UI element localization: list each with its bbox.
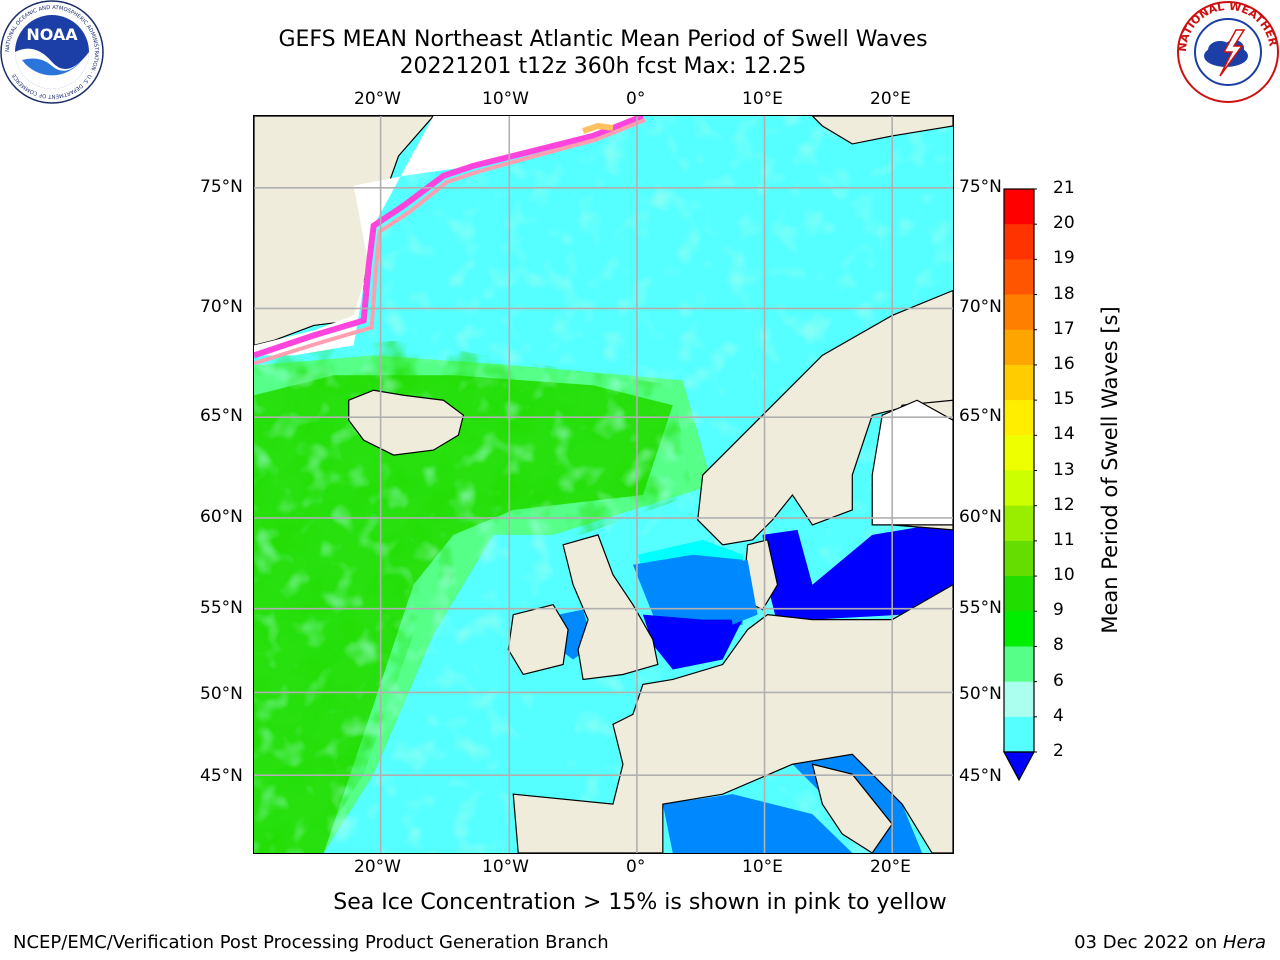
colorbar-label: 9 <box>1053 600 1064 621</box>
date-text: 03 Dec 2022 on Hera <box>1074 932 1266 953</box>
colorbar-segment <box>1004 646 1034 683</box>
lon-label-bottom-10w: 10°W <box>482 857 529 877</box>
lon-label-top-20w: 20°W <box>354 89 401 109</box>
lat-label-right-70n: 70°N <box>959 297 1002 317</box>
colorbar-segment <box>1004 540 1034 577</box>
sea-ice-note: Sea Ice Concentration > 15% is shown in … <box>0 890 1280 915</box>
colorbar-segment <box>1004 435 1034 471</box>
colorbar-label: 6 <box>1053 670 1064 691</box>
sea-ice-edge <box>254 116 644 359</box>
colorbar-segment <box>1004 505 1034 542</box>
lat-label-right-75n: 75°N <box>959 177 1002 197</box>
colorbar-label: 11 <box>1053 529 1075 550</box>
graticule <box>254 116 953 853</box>
colorbar-label: 12 <box>1053 494 1075 515</box>
colorbar-label: 20 <box>1053 213 1075 234</box>
colorbar-label: 4 <box>1053 705 1064 726</box>
sea-ice-note-text: Sea Ice Concentration > 15% is shown in … <box>333 890 947 915</box>
lon-label-bottom-0: 0° <box>626 857 646 877</box>
sea-ice-edge-yellow <box>582 122 614 134</box>
colorbar-label: 13 <box>1053 459 1075 480</box>
map-panel <box>253 115 954 854</box>
colorbar-segment <box>1004 400 1034 436</box>
lon-label-top-10e: 10°E <box>742 89 783 109</box>
colorbar-segment <box>1004 576 1034 612</box>
colorbar-label: 10 <box>1053 565 1075 586</box>
colorbar-label: 14 <box>1053 424 1075 445</box>
mediterranean <box>662 794 853 853</box>
colorbar-segment <box>1004 294 1034 331</box>
sea-ice-white <box>254 116 643 356</box>
colorbar-label: 18 <box>1053 283 1075 304</box>
colorbar-label: 16 <box>1053 353 1075 374</box>
colorbar <box>1002 188 1037 782</box>
colorbar-segment <box>1004 364 1034 401</box>
lat-label-left-50n: 50°N <box>200 684 243 704</box>
great-britain <box>562 534 659 681</box>
colorbar-segment <box>1004 259 1034 296</box>
nws-logo: NATIONAL WEATHER SERVICE <box>1176 0 1280 103</box>
noaa-logo: NOAA NATIONAL OCEANIC AND ATMOSPHERIC AD… <box>0 0 104 104</box>
lat-label-left-70n: 70°N <box>200 297 243 317</box>
lat-label-left-75n: 75°N <box>200 177 243 197</box>
lon-label-top-20e: 20°E <box>870 89 911 109</box>
colorbar-title: Mean Period of Swell Waves [s] <box>1098 306 1122 634</box>
colorbar-label: 8 <box>1053 635 1064 656</box>
colorbar-segment <box>1004 716 1034 753</box>
lon-label-bottom-20w: 20°W <box>354 857 401 877</box>
lat-label-right-55n: 55°N <box>959 598 1002 618</box>
italy <box>811 763 893 853</box>
colorbar-label: 21 <box>1053 178 1075 198</box>
continental-europe <box>512 584 953 853</box>
colorbar-segment <box>1004 470 1034 507</box>
sea-ice-edge-outer <box>254 118 646 366</box>
colorbar-segment <box>1004 189 1034 225</box>
colorbar-segment <box>1004 329 1034 366</box>
lat-label-left-60n: 60°N <box>200 507 243 527</box>
colorbar-segment <box>1004 224 1034 260</box>
lon-label-top-10w: 10°W <box>482 89 529 109</box>
colorbar-label: 2 <box>1053 741 1064 761</box>
colorbar-segment <box>1004 611 1034 647</box>
lat-label-right-65n: 65°N <box>959 406 1002 426</box>
lat-label-left-45n: 45°N <box>200 766 243 786</box>
lat-label-right-45n: 45°N <box>959 766 1002 786</box>
bothnian-white <box>871 399 953 526</box>
lat-label-left-55n: 55°N <box>200 598 243 618</box>
noaa-logo-text: NOAA <box>26 25 78 44</box>
colorbar-label: 17 <box>1053 318 1075 339</box>
lat-label-right-60n: 60°N <box>959 507 1002 527</box>
chart-subtitle: 20221201 t12z 360h fcst Max: 12.25 <box>399 54 807 79</box>
chart-title: GEFS MEAN Northeast Atlantic Mean Period… <box>278 27 928 52</box>
date-value: 03 Dec 2022 on <box>1074 932 1223 953</box>
lon-label-bottom-20e: 20°E <box>870 857 911 877</box>
colorbar-segment <box>1004 681 1034 718</box>
channel-2s <box>642 614 743 670</box>
baltic-sea <box>762 519 953 625</box>
machine-name: Hera <box>1222 932 1266 953</box>
credit-text: NCEP/EMC/Verification Post Processing Pr… <box>13 932 609 953</box>
colorbar-extend-arrow <box>1002 751 1036 782</box>
lon-label-bottom-10e: 10°E <box>742 857 783 877</box>
ireland <box>507 603 569 676</box>
lat-label-left-65n: 65°N <box>200 406 243 426</box>
lat-label-right-50n: 50°N <box>959 684 1002 704</box>
colorbar-label: 19 <box>1053 248 1075 269</box>
colorbar-label: 15 <box>1053 389 1075 410</box>
iceland <box>348 389 465 456</box>
lon-label-top-0: 0° <box>626 89 646 109</box>
